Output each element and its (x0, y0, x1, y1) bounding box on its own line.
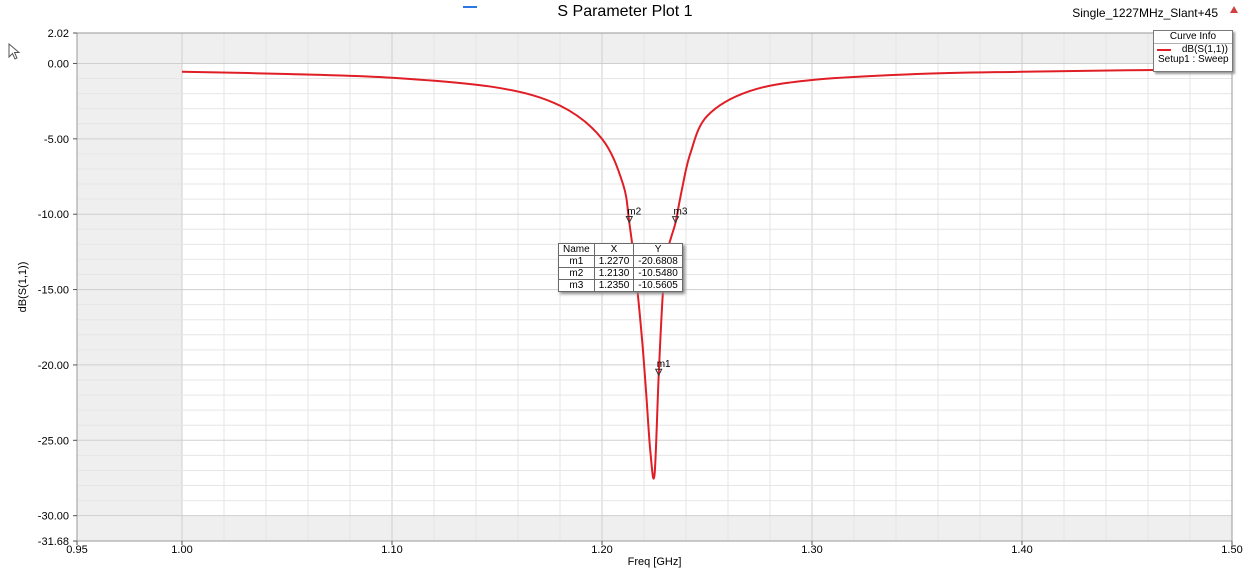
y-tick-label: -25.00 (38, 435, 69, 447)
x-tick-label: 1.40 (1011, 544, 1032, 556)
x-tick-label: 0.95 (66, 544, 87, 556)
legend-line-swatch (1157, 49, 1171, 51)
x-tick-label: 1.50 (1221, 544, 1242, 556)
y-axis-label: dB(S(1,1)) (17, 262, 29, 313)
marker-y: -10.5605 (633, 279, 683, 292)
marker-triangle[interactable] (625, 215, 634, 224)
marker-name: m2 (558, 267, 595, 280)
y-tick-label: -15.00 (38, 285, 69, 297)
y-tick-label: -10.00 (38, 209, 69, 221)
marker-col-y: Y (633, 243, 683, 256)
y-tick-label: -30.00 (38, 511, 69, 523)
marker-x: 1.2270 (593, 255, 635, 268)
y-tick-label: -20.00 (38, 360, 69, 372)
legend-trace-name: dB(S(1,1)) (1181, 44, 1228, 55)
collapse-arrow-icon[interactable] (1230, 6, 1238, 13)
legend-setup: Setup1 : Sweep (1158, 54, 1229, 65)
x-tick-label: 1.30 (801, 544, 822, 556)
marker-row[interactable]: m1 1.2270 -20.6808 (558, 255, 683, 268)
marker-name: m3 (558, 279, 595, 292)
marker-table-header: Name X Y (558, 243, 683, 256)
curve-info-legend[interactable]: Curve Info dB(S(1,1)) Setup1 : Sweep (1153, 30, 1233, 72)
marker-col-name: Name (558, 243, 595, 256)
marker-y: -20.6808 (633, 255, 683, 268)
marker-x: 1.2130 (593, 267, 635, 280)
project-label: Single_1227MHz_Slant+45 (1072, 6, 1218, 20)
y-tick-label: 0.00 (48, 58, 69, 70)
legend-header: Curve Info (1154, 31, 1232, 44)
marker-triangle[interactable] (671, 216, 680, 224)
toolbar-indicator (463, 0, 477, 8)
x-axis-label: Freq [GHz] (628, 556, 682, 568)
x-tick-label: 1.00 (171, 544, 192, 556)
legend-entry[interactable]: dB(S(1,1)) (1154, 44, 1232, 55)
marker-label: m1 (657, 359, 671, 370)
marker-x: 1.2350 (593, 279, 635, 292)
y-tick-label: -31.68 (38, 536, 69, 548)
y-tick-label: 2.02 (48, 28, 69, 40)
marker-label: m2 (627, 206, 641, 217)
marker-name: m1 (558, 255, 595, 268)
plot-border (76, 32, 1233, 542)
x-tick-label: 1.20 (591, 544, 612, 556)
y-tick-label: -5.00 (44, 134, 69, 146)
marker-y: -10.5480 (633, 267, 683, 280)
marker-row[interactable]: m2 1.2130 -10.5480 (558, 267, 683, 280)
x-tick-label: 1.10 (381, 544, 402, 556)
pointer-cursor-icon (8, 43, 21, 60)
marker-table[interactable]: Name X Y m1 1.2270 -20.6808 m2 1.2130 -1… (558, 243, 683, 292)
marker-row[interactable]: m3 1.2350 -10.5605 (558, 279, 683, 292)
marker-label: m3 (674, 207, 688, 218)
marker-col-x: X (593, 243, 635, 256)
plot-title: S Parameter Plot 1 (557, 3, 693, 20)
marker-triangle[interactable] (654, 368, 663, 377)
